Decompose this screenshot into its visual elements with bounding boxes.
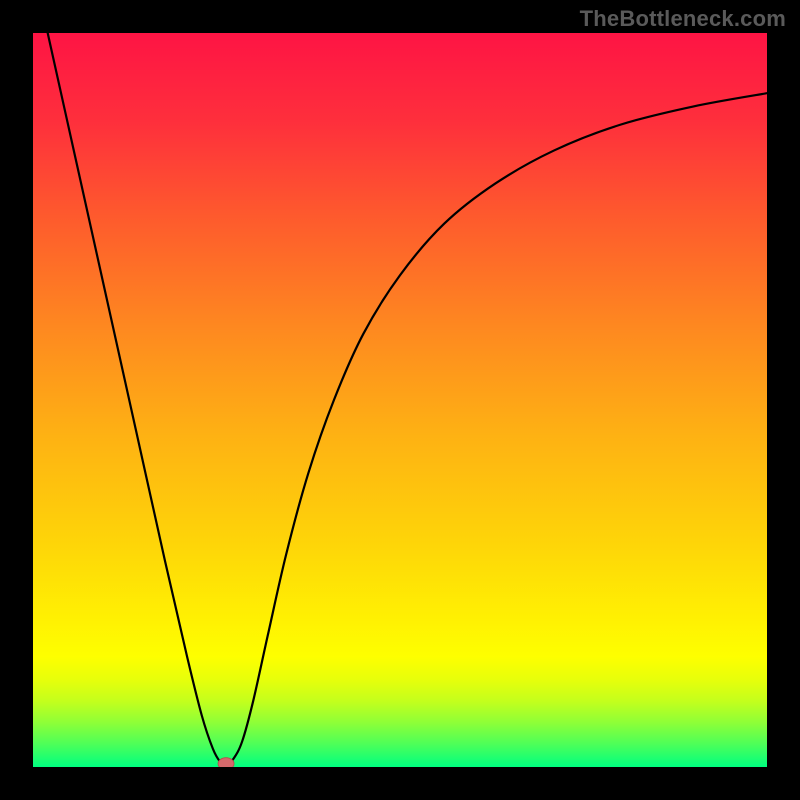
bottleneck-chart	[33, 33, 767, 767]
bottleneck-curve	[48, 33, 767, 765]
minimum-marker	[218, 758, 234, 767]
watermark-text: TheBottleneck.com	[580, 6, 786, 32]
chart-svg-layer	[33, 33, 767, 767]
